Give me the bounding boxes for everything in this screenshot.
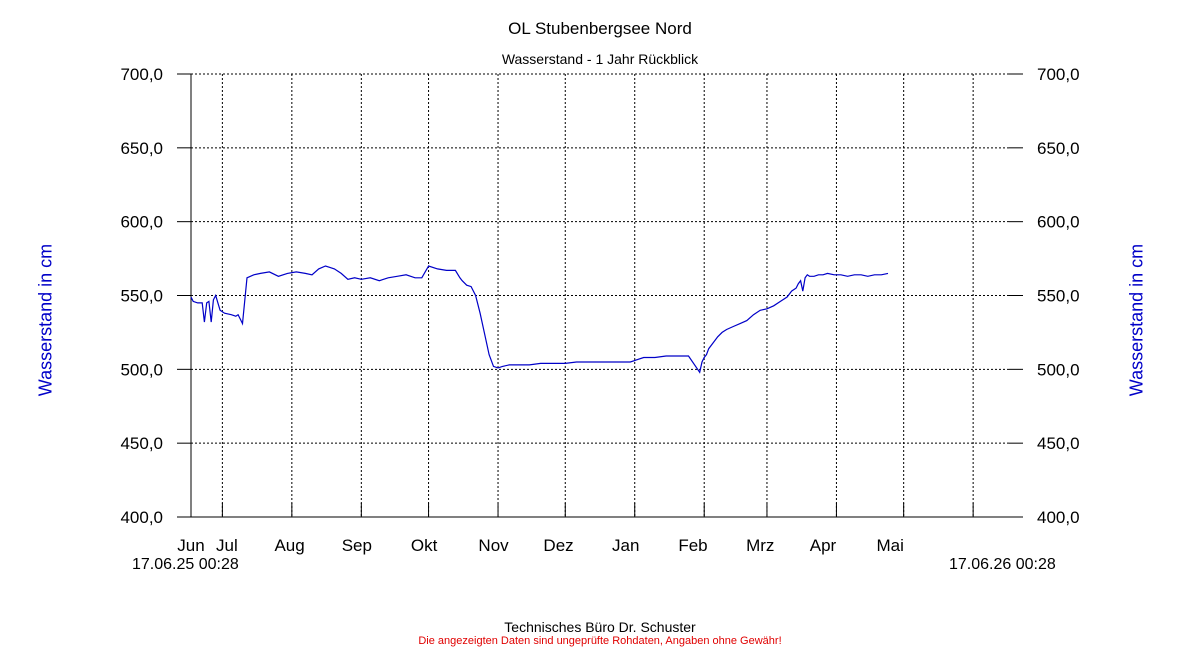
month-label: Apr — [810, 536, 837, 555]
y-tick-label-left: 600,0 — [120, 213, 163, 232]
month-label: Dez — [543, 536, 573, 555]
y-tick-label-left: 400,0 — [120, 508, 163, 527]
month-label: Okt — [411, 536, 438, 555]
y-tick-label-right: 500,0 — [1037, 360, 1080, 379]
chart-subtitle: Wasserstand - 1 Jahr Rückblick — [501, 51, 699, 67]
y-tick-label-left: 450,0 — [120, 434, 163, 453]
y-tick-label-right: 400,0 — [1037, 508, 1080, 527]
y-tick-label-right: 700,0 — [1037, 65, 1080, 84]
axes: 400,0 400,0 450,0 450,0 500,0 500,0 550,0 550,0… — [120, 65, 1079, 555]
month-label: Mai — [877, 536, 904, 555]
chart-title: OL Stubenbergsee Nord — [508, 19, 692, 38]
y-tick-label-left: 500,0 — [120, 360, 163, 379]
y-tick-label-left: 650,0 — [120, 139, 163, 158]
footer-credit: Technisches Büro Dr. Schuster — [504, 619, 696, 635]
month-label: Jan — [612, 536, 639, 555]
grid — [191, 73, 1009, 517]
y-tick-label-left: 550,0 — [120, 287, 163, 306]
disclaimer-text: Die angezeigten Daten sind ungeprüfte Ro… — [418, 635, 782, 647]
x-end-date-label: 17.06.26 00:28 — [949, 556, 1056, 573]
y-tick-label-left: 700,0 — [120, 65, 163, 84]
water-level-line — [190, 265, 889, 374]
y-tick-label-right: 650,0 — [1037, 139, 1080, 158]
y-tick-label-right: 550,0 — [1037, 287, 1080, 306]
y-tick-label-right: 600,0 — [1037, 213, 1080, 232]
month-label: Nov — [478, 536, 509, 555]
month-label: Feb — [678, 536, 707, 555]
month-label: Aug — [274, 536, 304, 555]
y-tick-label-right: 450,0 — [1037, 434, 1080, 453]
month-label: Sep — [342, 536, 372, 555]
x-start-date-label: 17.06.25 00:28 — [132, 556, 239, 573]
month-label: Mrz — [746, 536, 774, 555]
month-label: Jun — [177, 536, 204, 555]
series-layer — [190, 265, 889, 374]
month-label: Jul — [216, 536, 238, 555]
